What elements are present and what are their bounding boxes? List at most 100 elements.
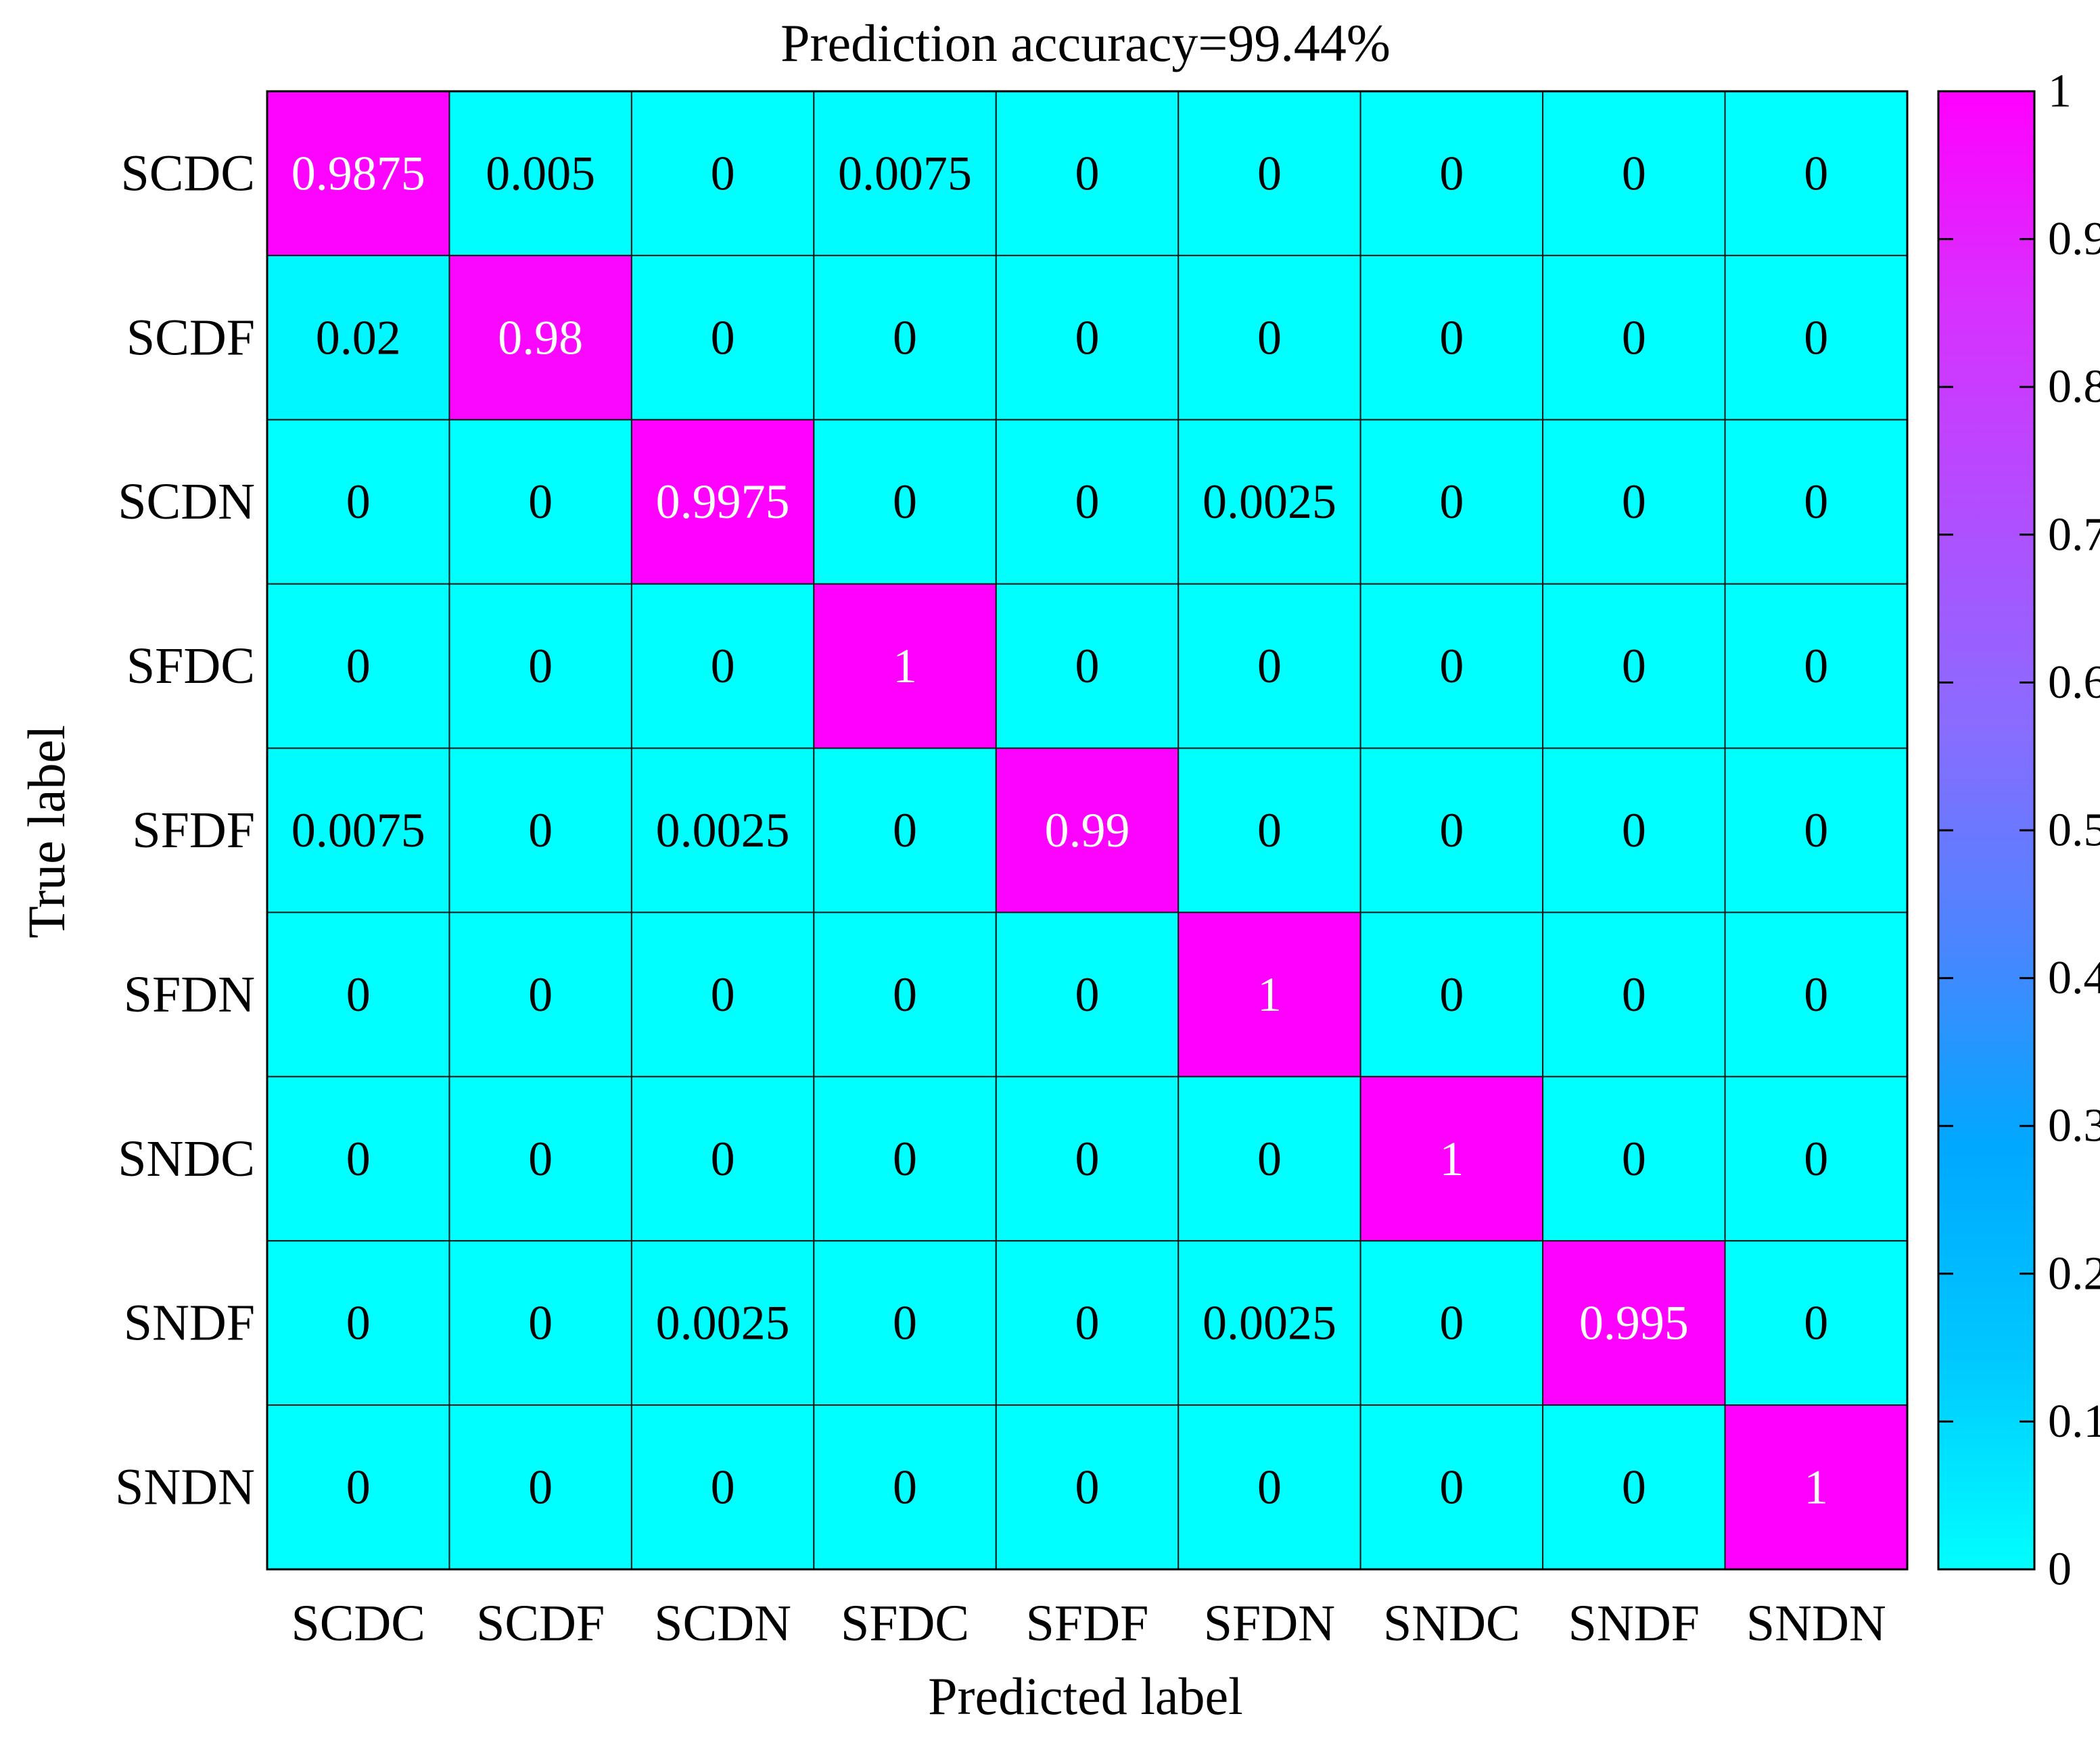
cell-value-label: 0	[528, 475, 553, 529]
cell-value-label: 0	[1257, 310, 1282, 364]
cell-value-label: 0	[1439, 310, 1464, 364]
cell-value-label: 0	[1622, 1132, 1646, 1186]
cell-value-label: 0	[711, 968, 735, 1022]
cell-value-label: 0	[346, 475, 371, 529]
colorbar-tick-label: 0.7	[2048, 508, 2100, 561]
cell-value-label: 0	[1804, 146, 1828, 200]
cell-value-label: 0	[1439, 475, 1464, 529]
heatmap-cell	[995, 911, 1180, 1078]
colorbar-tick-label: 0.2	[2048, 1247, 2100, 1300]
cell-value-label: 0	[1257, 639, 1282, 693]
y-tick-label: SNDF	[124, 1295, 255, 1352]
colorbar-ticks: 0 0.1 0.2 0.3 0.4 0.5 0.6 0.7 0.8 0.9 1	[1938, 66, 2100, 1596]
colorbar-tick-label: 0.9	[2048, 213, 2100, 265]
x-axis-label: Predicted label	[928, 1667, 1243, 1726]
cell-value-label: 0	[1257, 1460, 1282, 1515]
chart-title: Prediction accuracy=99.44%	[780, 14, 1391, 72]
cell-value-label: 0	[528, 968, 553, 1022]
heatmap-cell	[266, 747, 450, 913]
cell-value-label: 0	[528, 639, 553, 693]
cell-value-label: 0.9975	[656, 475, 790, 529]
x-tick-label: SNDF	[1568, 1595, 1700, 1652]
x-tick-labels: SCDC SCDF SCDN SFDC SFDF SFDN SNDC SNDF SNDN	[291, 1595, 1886, 1652]
heatmap-cell	[1542, 1240, 1726, 1406]
heatmap-cell	[1177, 254, 1361, 421]
cell-value-label: 0	[893, 475, 917, 529]
y-tick-label: SNDN	[115, 1459, 255, 1516]
cell-value-label: 0	[528, 1460, 553, 1515]
cell-value-label: 0	[1622, 1460, 1646, 1515]
y-tick-labels: SCDC SCDF SCDN SFDC SFDF SFDN SNDC SNDF SNDN	[115, 145, 255, 1515]
cell-value-label: 0	[1257, 1132, 1282, 1186]
cell-value-label: 1	[1804, 1460, 1828, 1515]
cell-value-label: 0	[1804, 639, 1828, 693]
heatmap-cell	[813, 911, 997, 1078]
cell-value-label: 0	[711, 1132, 735, 1186]
cell-value-label: 0	[1439, 1460, 1464, 1515]
heatmap-cell	[1724, 583, 1909, 749]
colorbar-tick-label: 0.3	[2048, 1100, 2100, 1152]
cell-value-label: 0	[346, 1132, 371, 1186]
cell-value-label: 0	[1622, 310, 1646, 364]
heatmap-cell	[1542, 1076, 1726, 1242]
cell-value-label: 0.02	[316, 310, 401, 364]
cell-value-label: 0	[528, 1132, 553, 1186]
heatmap-cell	[1724, 419, 1909, 585]
heatmap-cell	[995, 1404, 1180, 1570]
y-tick-label: SNDC	[118, 1131, 255, 1187]
x-tick-label: SCDF	[476, 1595, 605, 1652]
x-tick-label: SFDF	[1026, 1595, 1149, 1652]
cell-value-label: 1	[893, 639, 917, 693]
heatmap-cell	[266, 254, 450, 421]
cell-value-label: 0	[1075, 310, 1100, 364]
heatmap-cell	[448, 747, 632, 913]
cell-value-label: 0.98	[498, 310, 583, 364]
heatmap-cell	[448, 583, 632, 749]
cell-value-label: 0	[1439, 803, 1464, 857]
heatmap-cell	[1542, 911, 1726, 1078]
cell-value-label: 0	[711, 146, 735, 200]
cell-value-labels: 0.9875 0.005 0 0.0075 0 0 0 0 0 0.02 0.98 0 0 0 0 0 0 0 0 0…	[291, 146, 1829, 1514]
cell-value-label: 0	[1804, 968, 1828, 1022]
heatmap-cell	[813, 419, 997, 585]
cell-value-label: 0	[1075, 968, 1100, 1022]
heatmap-cell	[630, 254, 815, 421]
heatmap-cell	[630, 1076, 815, 1242]
cell-value-label: 0	[1257, 803, 1282, 857]
heatmap-cell	[630, 747, 815, 913]
y-tick-label: SFDF	[132, 802, 255, 859]
cell-value-label: 0	[893, 1460, 917, 1515]
heatmap-cell	[1724, 1240, 1909, 1406]
cell-value-label: 0	[1439, 968, 1464, 1022]
heatmap-cell	[813, 747, 997, 913]
heatmap-cell	[1359, 1404, 1544, 1570]
heatmap-cell	[266, 1404, 450, 1570]
heatmap-cell	[266, 911, 450, 1078]
heatmap-cell	[266, 1076, 450, 1242]
cell-value-label: 0	[1075, 1132, 1100, 1186]
heatmap-cell	[1724, 747, 1909, 913]
x-tick-label: SCDC	[291, 1595, 425, 1652]
cell-value-label: 0.0025	[656, 803, 790, 857]
cell-value-label: 0	[711, 639, 735, 693]
heatmap-cell	[630, 1404, 815, 1570]
cell-value-label: 0.0075	[838, 146, 972, 200]
cell-value-label: 0	[1804, 1132, 1828, 1186]
cell-value-label: 1	[1439, 1132, 1464, 1186]
heatmap-cell	[630, 419, 815, 585]
heatmap-cell	[1177, 91, 1361, 256]
y-tick-label: SCDF	[126, 309, 255, 366]
cell-value-label: 0	[1075, 475, 1100, 529]
heatmap-cell	[1542, 91, 1726, 256]
cell-value-label: 0.99	[1045, 803, 1130, 857]
heatmap-cell	[813, 91, 997, 256]
cell-value-label: 0	[346, 1296, 371, 1350]
cell-value-label: 0.0025	[656, 1296, 790, 1350]
heatmap-cell	[1724, 254, 1909, 421]
cell-value-label: 0	[1622, 475, 1646, 529]
colorbar	[1937, 90, 2036, 1571]
heatmap-cell	[1359, 254, 1544, 421]
y-axis-label: True label	[17, 725, 76, 938]
cell-value-label: 0	[711, 1460, 735, 1515]
